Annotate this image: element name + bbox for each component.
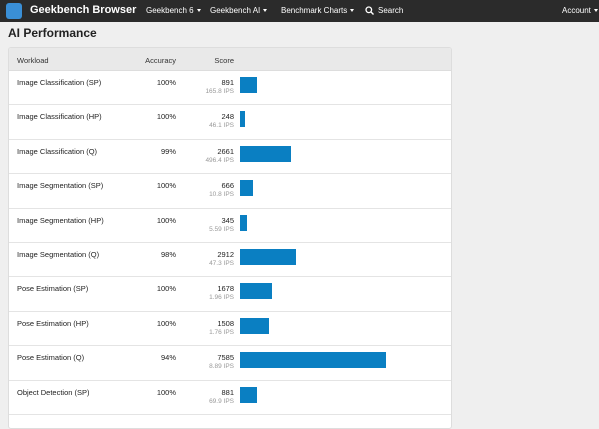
workload: Image Classification (HP) bbox=[17, 112, 102, 122]
ips: 1.96 IPS bbox=[209, 294, 234, 302]
ips: 8.89 IPS bbox=[209, 363, 234, 371]
account-menu[interactable]: Account bbox=[562, 6, 598, 15]
score: 248 bbox=[221, 112, 234, 122]
search-icon[interactable] bbox=[365, 6, 374, 15]
page-title: AI Performance bbox=[8, 26, 97, 40]
workload: Object Detection (SP) bbox=[17, 387, 90, 397]
score-bar bbox=[240, 283, 273, 300]
accuracy: 98% bbox=[160, 249, 176, 259]
header-cell: Workload bbox=[17, 56, 49, 65]
header-cell: Accuracy bbox=[145, 56, 176, 65]
menu-item[interactable]: Geekbench AI bbox=[210, 6, 267, 15]
accuracy: 99% bbox=[160, 146, 176, 156]
table-row: Image Classification (SP) 100% 891 165.8 IP… bbox=[9, 71, 451, 106]
workload: Image Segmentation (SP) bbox=[17, 181, 104, 191]
table-row: Image Segmentation (HP) 100% 345 5.59 IPS bbox=[9, 209, 451, 243]
menu-item[interactable]: Benchmark Charts bbox=[281, 6, 354, 15]
accuracy: 100% bbox=[156, 78, 176, 87]
accuracy: 100% bbox=[156, 318, 176, 328]
header-cell: Score bbox=[214, 56, 234, 65]
table-row: Image Segmentation (Q) 98% 2912 47.3 IPS bbox=[9, 243, 451, 278]
ips: 10.8 IPS bbox=[209, 191, 234, 199]
body: Geekbench Browser Geekbench 6 Geekbench … bbox=[0, 0, 599, 420]
score: 1678 bbox=[217, 284, 234, 294]
score-bar bbox=[240, 317, 270, 334]
table-header: Workload Accuracy Score bbox=[9, 48, 451, 71]
workload: Image Segmentation (Q) bbox=[17, 249, 100, 259]
ips: 496.4 IPS bbox=[205, 156, 234, 164]
accuracy: 100% bbox=[156, 112, 176, 122]
accuracy: 100% bbox=[156, 387, 176, 397]
accuracy: 100% bbox=[156, 181, 176, 191]
table-row: Image Classification (Q) 99% 2661 496.4 IPS bbox=[9, 140, 451, 175]
page: AI Performance {"navbar":{"brand":"Geekb… bbox=[0, 0, 599, 420]
workload: Pose Estimation (SP) bbox=[17, 284, 89, 294]
score: 666 bbox=[221, 181, 234, 191]
table-row: Image Classification (HP) 100% 248 46.1 IPS bbox=[9, 105, 451, 140]
score: 891 bbox=[221, 78, 234, 87]
accuracy: 100% bbox=[156, 284, 176, 294]
table: Workload Accuracy Score Image Classifica… bbox=[8, 47, 452, 429]
score-bar bbox=[240, 214, 247, 231]
table-row: Pose Estimation (HP) 100% 1508 1.76 IPS bbox=[9, 312, 451, 347]
workload: Pose Estimation (Q) bbox=[17, 353, 85, 363]
menu-item[interactable]: Geekbench 6 bbox=[146, 6, 201, 15]
workload: Image Classification (Q) bbox=[17, 146, 98, 156]
workload: Pose Estimation (HP) bbox=[17, 318, 89, 328]
workload: Image Segmentation (HP) bbox=[17, 215, 104, 225]
score-bar bbox=[240, 248, 297, 265]
table-row: Pose Estimation (Q) 94% 7585 8.89 IPS bbox=[9, 346, 451, 381]
score-bar bbox=[240, 352, 386, 369]
score: 2912 bbox=[217, 249, 234, 259]
score: 1508 bbox=[217, 318, 234, 328]
score: 2661 bbox=[217, 146, 234, 156]
ips: 69.9 IPS bbox=[209, 397, 234, 405]
ips: 47.3 IPS bbox=[209, 259, 234, 267]
score: 881 bbox=[221, 387, 234, 397]
workload: Image Classification (SP) bbox=[17, 78, 102, 87]
search-link[interactable]: Search bbox=[378, 6, 404, 15]
score-bar bbox=[240, 77, 258, 93]
accuracy: 94% bbox=[160, 353, 176, 363]
score-bar bbox=[240, 111, 245, 128]
ips: 165.8 IPS bbox=[205, 88, 234, 95]
score-bar bbox=[240, 180, 253, 197]
score-bar bbox=[240, 386, 257, 403]
table-body: Image Classification (SP) 100% 891 165.8 IP… bbox=[9, 71, 451, 415]
logo[interactable] bbox=[6, 3, 22, 19]
navbar: Geekbench Browser Geekbench 6 Geekbench … bbox=[0, 0, 599, 22]
score: 7585 bbox=[217, 353, 234, 363]
table-row: Image Segmentation (SP) 100% 666 10.8 IPS bbox=[9, 174, 451, 209]
brand[interactable]: Geekbench Browser bbox=[30, 4, 137, 16]
ips: 46.1 IPS bbox=[209, 122, 234, 130]
ips: 5.59 IPS bbox=[209, 225, 234, 233]
accuracy: 100% bbox=[156, 215, 176, 225]
score-bar bbox=[240, 145, 292, 162]
table-row: Pose Estimation (SP) 100% 1678 1.96 IPS bbox=[9, 277, 451, 312]
table-row: Object Detection (SP) 100% 881 69.9 IPS bbox=[9, 381, 451, 415]
ips: 1.76 IPS bbox=[209, 328, 234, 336]
score: 345 bbox=[221, 215, 234, 225]
